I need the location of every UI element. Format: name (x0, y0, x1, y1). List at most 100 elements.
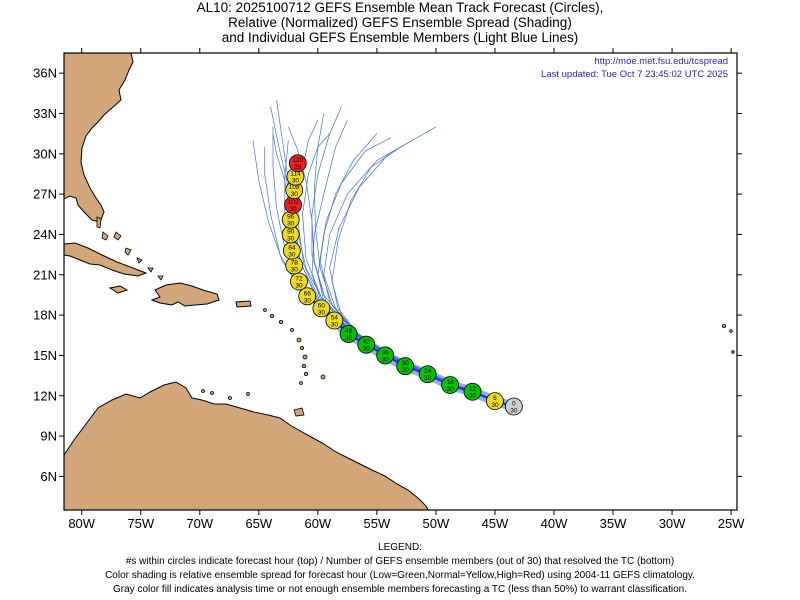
member-count-label: 30 (291, 266, 299, 273)
forecast-circle-fill (325, 311, 344, 330)
forecast-circle[interactable]: 030 (504, 397, 523, 416)
forecast-circle-fill (357, 335, 376, 354)
forecast-hour-label: 60 (318, 302, 326, 309)
forecast-circle-fill (441, 376, 459, 394)
member-count-label: 30 (295, 283, 303, 290)
forecast-hour-label: 12 (469, 386, 477, 393)
forecast-circle-fill (504, 397, 523, 416)
land-small-islands-east (722, 323, 735, 354)
forecast-hour-label: 120 (292, 157, 303, 164)
title-line-2: Relative (Normalized) GEFS Ensemble Spre… (228, 15, 572, 30)
lon-tick-label: 70W (186, 516, 213, 531)
land-lesser-antilles (263, 308, 326, 385)
member-count-label: 30 (382, 356, 390, 363)
member-count-label: 29 (294, 164, 302, 171)
forecast-circle-fill (396, 357, 415, 376)
member-count-label: 30 (446, 386, 454, 393)
land-layer (64, 53, 735, 510)
member-count-label: 30 (288, 252, 296, 259)
forecast-circle-fill (486, 392, 504, 411)
forecast-circle-fill (418, 365, 437, 384)
lat-tick-label: 15N (33, 348, 57, 363)
forecast-hour-label: 114 (290, 171, 301, 178)
land-hispaniola (150, 282, 220, 307)
lon-tick-label: 50W (423, 516, 450, 531)
forecast-circle-fill (463, 382, 482, 401)
member-count-label: 30 (424, 375, 432, 382)
lat-tick-label: 12N (33, 388, 57, 403)
lat-tick-label: 36N (33, 66, 57, 81)
lon-tick-label: 40W (541, 516, 568, 531)
lat-tick-label: 27N (33, 187, 57, 202)
source-url[interactable]: http://moe.met.fsu.edu/tcspread (594, 56, 728, 67)
title-line-3: and Individual GEFS Ensemble Members (Li… (221, 30, 579, 45)
legend-line-3: Gray color fill indicates analysis time … (113, 584, 687, 595)
lon-tick-label: 35W (600, 516, 627, 531)
lat-tick-label: 18N (33, 308, 57, 323)
forecast-hour-label: 30 (402, 360, 410, 367)
plot-frame (63, 52, 738, 511)
lat-tick-label: 30N (33, 146, 57, 161)
lon-tick-label: 25W (718, 516, 745, 531)
land-abc-islands (201, 389, 250, 400)
member-count-label: 30 (469, 393, 477, 400)
forecast-hour-label: 66 (304, 290, 312, 297)
lon-tick-label: 60W (304, 516, 331, 531)
forecast-hour-label: 78 (291, 259, 299, 266)
forecast-hour-label: 96 (287, 214, 295, 221)
member-count-label: 30 (331, 321, 339, 328)
last-updated: Last updated: Tue Oct 7 23:45:02 UTC 202… (541, 69, 728, 80)
member-count-label: 30 (292, 178, 300, 185)
lat-tick-label: 33N (33, 106, 57, 121)
lon-tick-label: 65W (245, 516, 272, 531)
lon-tick-label: 30W (659, 516, 686, 531)
land-trinidad (293, 407, 305, 417)
forecast-hour-label: 84 (288, 245, 296, 252)
lon-tick-label: 80W (68, 516, 95, 531)
map-title: AL10: 2025100712 GEFS Ensemble Mean Trac… (0, 0, 800, 45)
forecast-circle-fill (298, 287, 317, 306)
lat-tick-label: 24N (33, 227, 57, 242)
forecast-circle[interactable]: 630 (486, 392, 504, 411)
land-south-america (64, 381, 429, 510)
member-count-label: 30 (291, 191, 299, 198)
member-count-label: 30 (345, 335, 353, 342)
title-line-1: AL10: 2025100712 GEFS Ensemble Mean Trac… (196, 0, 604, 15)
map-panel: 0 30 6 30 12 30 18 30 24 30 30 30 36 30 42 30 48 30 54 30 60… (33, 48, 745, 531)
lon-tick-label: 45W (482, 516, 509, 531)
forecast-circle-fill (290, 272, 308, 291)
legend-line-2: Color shading is relative ensemble sprea… (105, 570, 695, 581)
forecast-hour-label: 108 (289, 184, 300, 191)
forecast-hour-label: 6 (493, 395, 497, 402)
lat-tick-label: 21N (33, 267, 57, 282)
track-map: 0306301230183024303030363042304830543060… (33, 48, 745, 531)
forecast-hour-label: 102 (288, 199, 299, 206)
land-cuba (64, 242, 148, 277)
forecast-circle-fill (339, 325, 358, 343)
forecast-hour-label: 72 (295, 276, 303, 283)
lat-tick-label: 9N (40, 429, 57, 444)
forecast-circle-fill (288, 154, 307, 173)
lon-tick-label: 55W (364, 516, 391, 531)
forecast-circle-fill (376, 346, 395, 365)
legend-heading: LEGEND: (378, 542, 422, 553)
forecast-circles: 0306301230183024303030363042304830543060… (281, 154, 523, 416)
land-jamaica (108, 285, 129, 294)
